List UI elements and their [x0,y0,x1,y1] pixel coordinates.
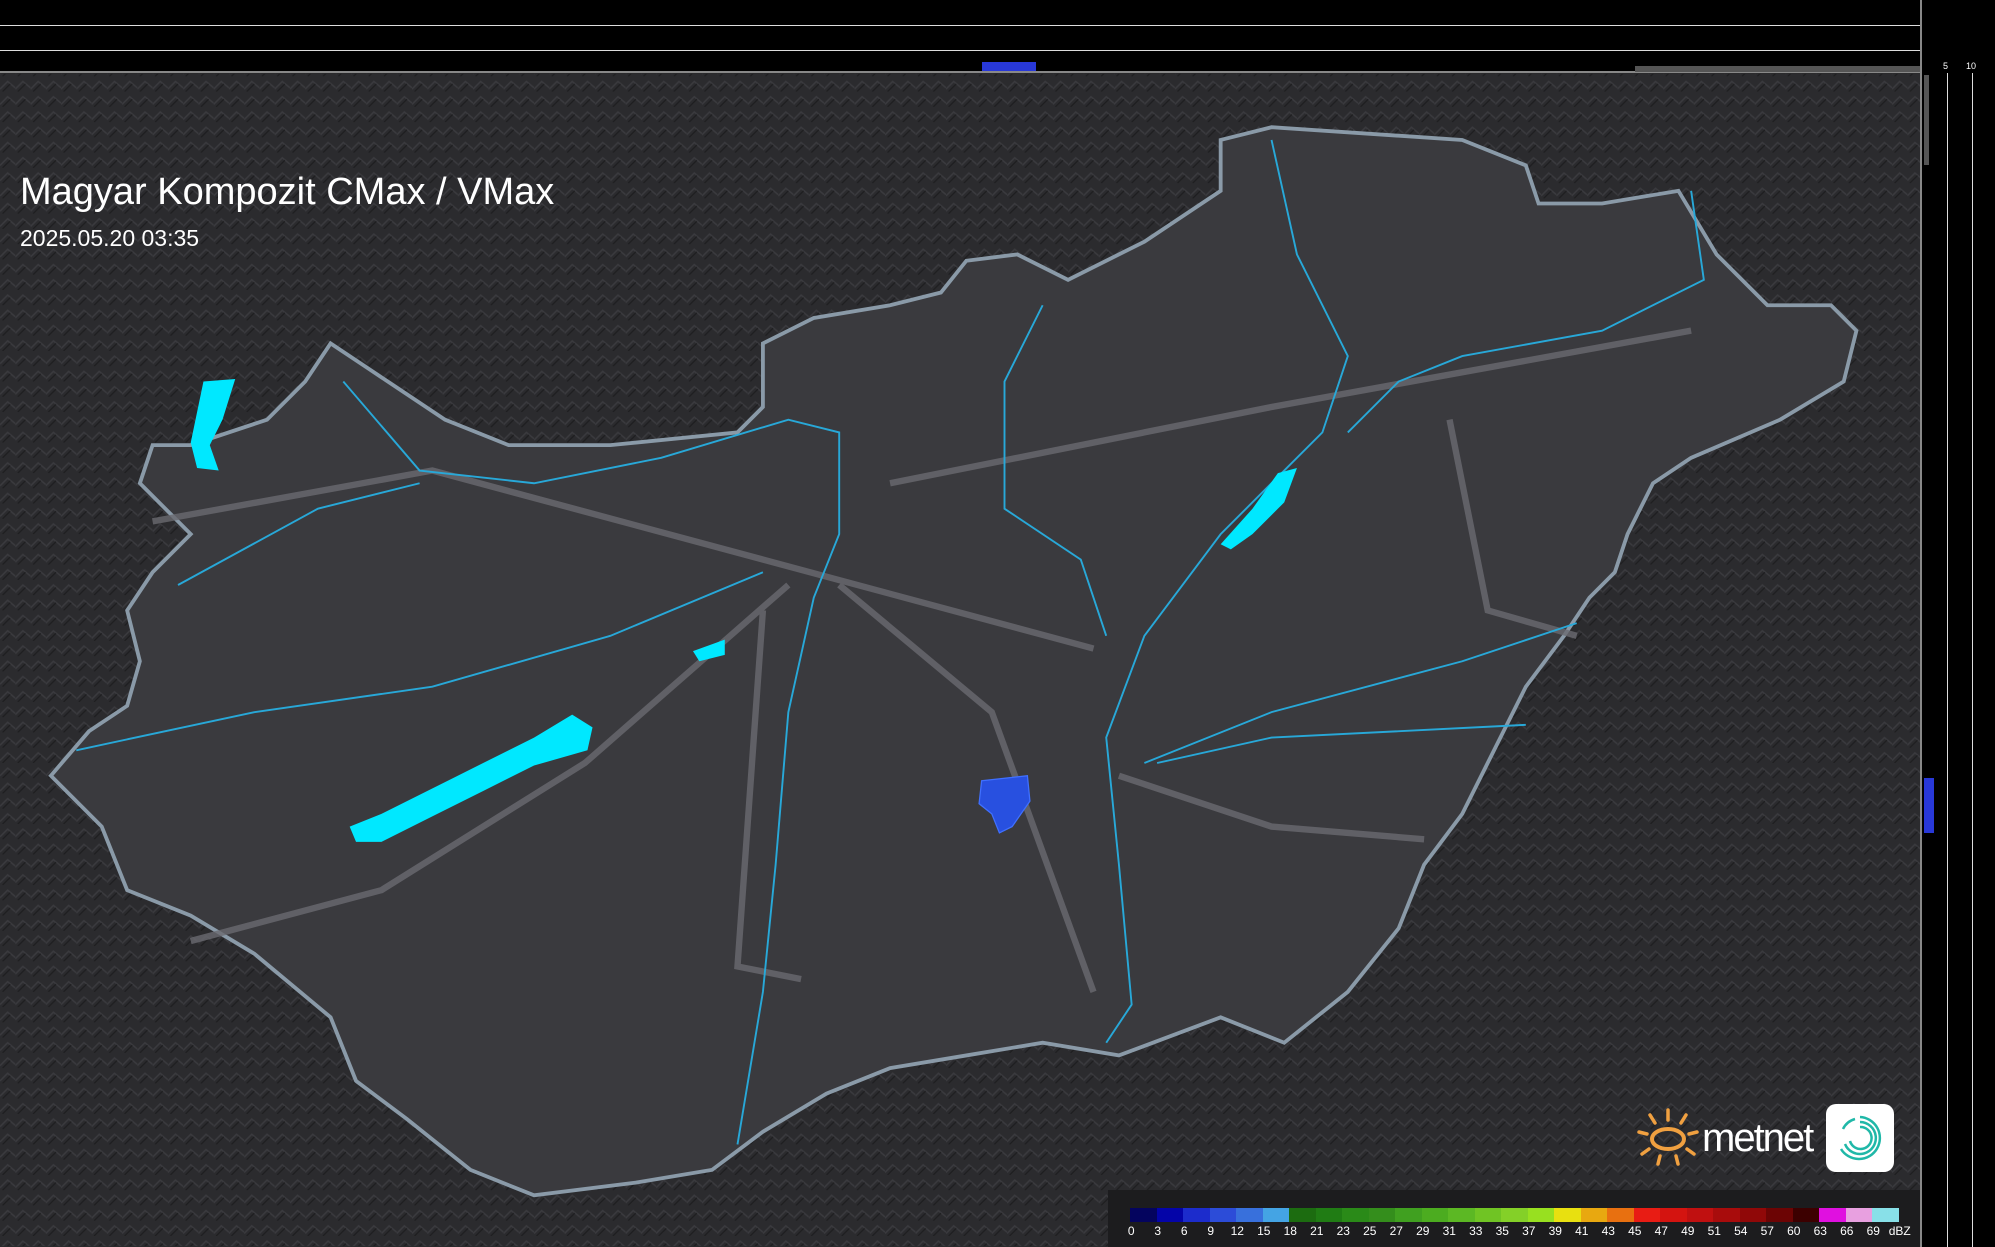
lake-velence [692,639,725,662]
sun-icon [1637,1108,1699,1166]
hungary-border [48,125,1859,1198]
legend-label: 37 [1522,1224,1536,1238]
legend-swatch [1607,1208,1634,1222]
map-timestamp: 2025.05.20 03:35 [20,225,200,251]
legend-label: 51 [1707,1224,1721,1238]
axis-gridline [1947,73,1948,1247]
legend-label: 23 [1336,1224,1350,1238]
legend-swatch [1474,1208,1501,1222]
app-swirl-icon [1826,1104,1895,1172]
legend-label: 35 [1495,1224,1509,1238]
axis-gridline [0,50,1920,51]
legend-label: 69 [1866,1224,1880,1238]
legend-swatch [1580,1208,1607,1222]
legend-swatch [1819,1208,1846,1222]
legend-swatch [1421,1208,1448,1222]
metnet-logo: metnet [1636,1104,1895,1172]
legend-label: 43 [1601,1224,1615,1238]
top-profile-strip [0,0,1920,73]
legend-label: 9 [1207,1224,1215,1238]
legend-swatch [1554,1208,1581,1222]
legend-label: 45 [1628,1224,1642,1238]
lake-neusiedl [190,378,236,471]
legend-swatch [1209,1208,1236,1222]
legend-label: 31 [1442,1224,1456,1238]
legend-label: 33 [1469,1224,1483,1238]
legend-labels: 0 3 6 9 12 15 18 21 23 25 27 29 31 33 35 37 39 41 43 45 47 49… [1118,1224,1913,1238]
legend-swatch [1713,1208,1740,1222]
legend-swatch [1183,1208,1210,1222]
legend-label: 3 [1154,1224,1162,1238]
legend-label: 39 [1548,1224,1562,1238]
right-axis-label: 10 [1966,61,1977,71]
map-title: Magyar Kompozit CMax / VMax [20,171,555,213]
profile-terrain [1924,75,1929,165]
legend-swatch [1686,1208,1713,1222]
legend-swatch [1845,1208,1872,1222]
lake-balaton [349,714,593,842]
legend-swatch [1501,1208,1528,1222]
legend-label: 47 [1654,1224,1668,1238]
color-scale-legend: 0 3 6 9 12 15 18 21 23 25 27 29 31 33 35 37 39 41 43 45 47 49… [1108,1190,1920,1247]
logo-text: metnet [1702,1115,1814,1160]
legend-swatch [1130,1208,1157,1222]
profile-echo [982,62,1036,71]
legend-swatch [1792,1208,1819,1222]
legend-swatch [1156,1208,1183,1222]
legend-label: 25 [1363,1224,1377,1238]
legend-swatch [1633,1208,1660,1222]
radar-map[interactable]: Magyar Kompozit CMax / VMax 2025.05.20 0… [0,73,1920,1247]
legend-bar [1130,1208,1899,1222]
legend-swatch [1660,1208,1687,1222]
legend-swatch [1739,1208,1766,1222]
axis-gridline [0,25,1920,26]
legend-unit: dBZ [1888,1224,1911,1238]
right-axis-label: 5 [1943,61,1949,71]
legend-label: 54 [1734,1224,1748,1238]
legend-label: 41 [1575,1224,1589,1238]
legend-label: 18 [1283,1224,1297,1238]
legend-swatch [1872,1208,1899,1222]
legend-label: 0 [1127,1224,1135,1238]
radar-echo [978,775,1031,834]
legend-label: 29 [1416,1224,1430,1238]
legend-label: 27 [1389,1224,1403,1238]
legend-label: 12 [1230,1224,1244,1238]
legend-swatch [1289,1208,1316,1222]
lakes [190,378,1297,842]
profile-echo [1924,778,1934,833]
axis-gridline [1972,73,1973,1247]
legend-label: 6 [1180,1224,1188,1238]
legend-swatch [1368,1208,1395,1222]
legend-swatch [1236,1208,1263,1222]
legend-swatch [1342,1208,1369,1222]
legend-label: 57 [1760,1224,1774,1238]
rivers [76,139,1705,1145]
map-canvas [0,73,1920,1247]
legend-label: 49 [1681,1224,1695,1238]
legend-swatch [1395,1208,1422,1222]
legend-label: 15 [1257,1224,1271,1238]
legend-swatch [1766,1208,1793,1222]
legend-label: 21 [1310,1224,1324,1238]
legend-label: 66 [1840,1224,1854,1238]
legend-swatch [1527,1208,1554,1222]
county-borders [152,327,1692,993]
legend-swatch [1262,1208,1289,1222]
right-profile-strip [1920,0,1995,1247]
legend-swatch [1315,1208,1342,1222]
profile-terrain [1635,66,1920,72]
legend-label: 63 [1813,1224,1827,1238]
legend-label: 60 [1787,1224,1801,1238]
lake-tisza [1220,468,1297,550]
legend-swatch [1448,1208,1475,1222]
